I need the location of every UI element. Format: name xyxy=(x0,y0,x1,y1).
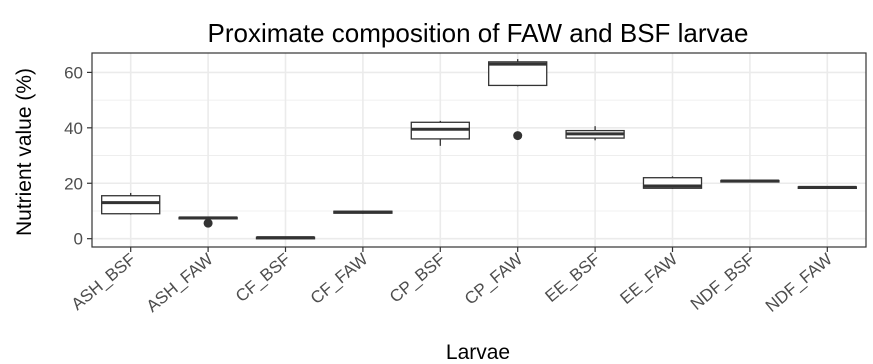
box-ASH_BSF xyxy=(101,192,161,215)
panel-background xyxy=(92,53,866,247)
x-tick-label: CP_FAW xyxy=(461,250,526,309)
x-axis-label: Larvae xyxy=(446,341,510,364)
x-tick-label: CF_BSF xyxy=(232,250,294,306)
box-CF_FAW xyxy=(333,210,393,214)
y-tick-label: 0 xyxy=(74,230,83,249)
box-body xyxy=(488,61,548,87)
x-tick-label: CP_BSF xyxy=(386,250,449,307)
y-tick-label: 60 xyxy=(64,63,83,82)
x-tick-label: NDF_FAW xyxy=(762,250,836,316)
chart-title: Proximate composition of FAW and BSF lar… xyxy=(208,18,749,48)
box-EE_BSF xyxy=(565,126,625,141)
x-tick-label: CF_FAW xyxy=(307,250,372,308)
box-CF_BSF xyxy=(255,236,316,240)
plot-area: 0 20 40 60 ASH_BSF ASH_FAW CF_BSF CF_FAW CP_BSF C… xyxy=(64,52,867,316)
box-EE_FAW xyxy=(642,176,703,189)
x-tick-label: ASH_BSF xyxy=(68,250,140,314)
x-tick-label: EE_FAW xyxy=(617,250,682,308)
box-CP_BSF xyxy=(410,120,470,146)
box-ASH_FAW xyxy=(178,216,238,228)
box-NDF_FAW xyxy=(797,185,857,190)
box-CP_FAW xyxy=(488,59,548,141)
x-tick-label: EE_BSF xyxy=(542,250,604,306)
box-body xyxy=(642,177,703,189)
outlier-point xyxy=(513,131,523,141)
panel-border xyxy=(91,52,867,248)
y-tick-label: 20 xyxy=(64,174,83,193)
y-axis-label: Nutrient value (%) xyxy=(13,68,36,236)
x-tick-label: ASH_FAW xyxy=(143,250,217,316)
y-tick-label: 40 xyxy=(64,119,83,138)
box-body xyxy=(101,195,161,215)
x-tick-label: NDF_BSF xyxy=(687,250,759,314)
box-NDF_BSF xyxy=(720,179,780,183)
outlier-point xyxy=(203,218,213,228)
